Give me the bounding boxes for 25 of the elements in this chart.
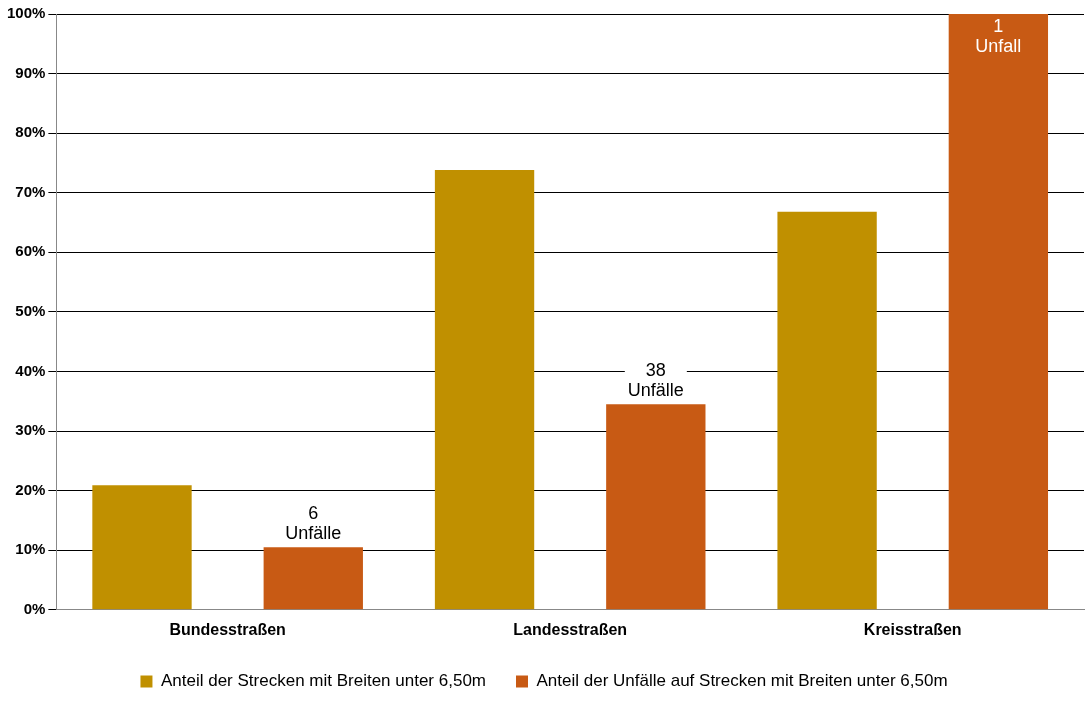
y-tick-label: 90% <box>15 63 46 81</box>
x-tick-label: Landesstraßen <box>513 620 628 638</box>
y-tick-label: 20% <box>15 480 46 498</box>
y-tick-label: 10% <box>15 540 46 558</box>
bar <box>92 485 192 610</box>
y-tick-label: 100% <box>6 4 46 22</box>
y-tick-label: 80% <box>15 123 46 141</box>
bar <box>263 547 363 610</box>
bar <box>606 404 706 610</box>
y-tick-label: 50% <box>15 302 46 320</box>
annotation: 6 Unfälle <box>285 503 342 544</box>
bar <box>434 170 535 610</box>
annotation: 1 Unfall <box>975 15 1022 56</box>
y-tick-label: 70% <box>15 182 46 200</box>
bar <box>777 211 877 610</box>
x-tick-label: Kreisstraßen <box>863 620 962 638</box>
annotation: 38 Unfälle <box>627 360 684 401</box>
legend-label: Anteil der Unfälle auf Strecken mit Breiten unter 6,50m <box>536 671 948 691</box>
legend-label: Anteil der Strecken mit Breiten unter 6,50m <box>160 671 487 691</box>
x-tick-label: Bundesstraßen <box>169 620 286 638</box>
y-tick-label: 30% <box>15 421 46 439</box>
y-tick-label: 60% <box>15 242 46 260</box>
y-tick-label: 40% <box>15 361 46 379</box>
bar <box>948 14 1049 610</box>
y-tick-label: 0% <box>23 599 46 617</box>
